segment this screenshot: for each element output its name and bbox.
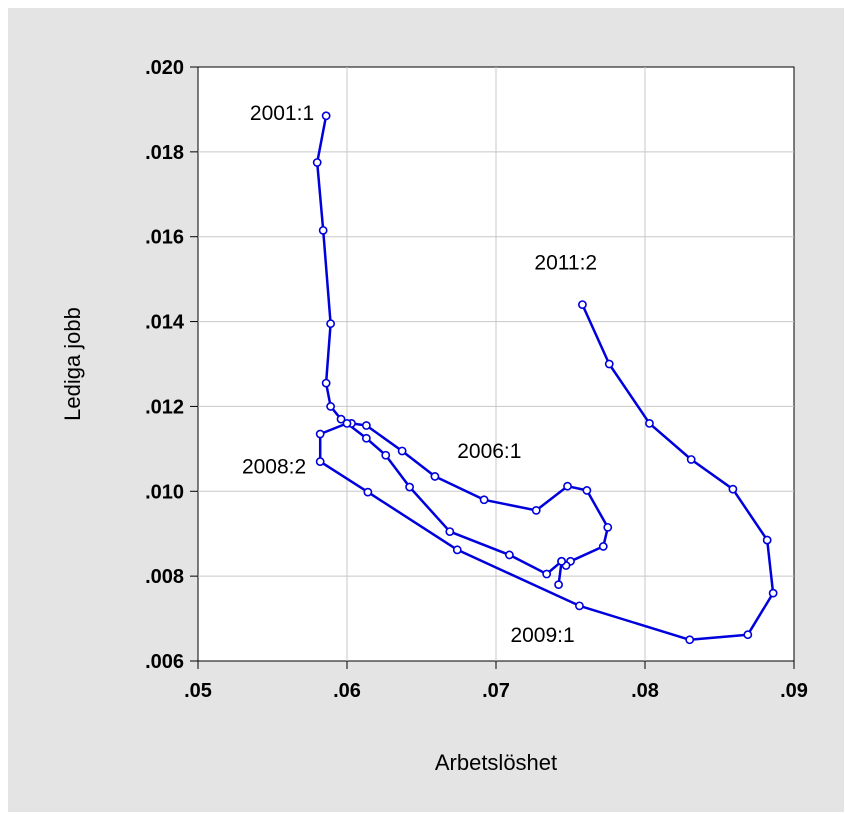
annotation-label: 2001:1 [250,102,314,125]
data-point [728,484,738,494]
data-point [554,580,563,590]
data-point [315,457,325,466]
data-point [321,378,331,388]
y-tick-label: .018 [145,142,184,164]
x-axis-label: Arbetslöshet [435,750,557,775]
data-point [542,569,552,579]
ticks: .05 .06 .07 .08 .09 .006 .008 .010 .012 .014 .016.… [145,57,808,702]
annotation-label: 2006:1 [457,440,521,463]
annotation-label: 2008:2 [242,456,306,479]
x-tick-label: .09 [780,680,808,702]
x-tick-label: .08 [631,680,659,702]
data-point [557,556,566,566]
data-point [768,588,778,598]
data-point [762,535,772,545]
data-point [336,414,346,424]
chart: .05 .06 .07 .08 .09 .006 .008 .010 .012 .014 .016.… [60,57,808,775]
data-point [342,418,352,428]
data-point [361,421,371,430]
data-point [563,481,572,491]
data-point [603,522,613,532]
data-point [685,635,695,645]
annotations: 2001:1 2011:2 2006:1 2008:2 2009:1 [242,102,597,647]
data-point [318,225,328,235]
data-point [604,359,614,369]
x-tick-label: .06 [333,680,361,702]
data-point [575,601,584,611]
y-tick-label: .020 [145,57,184,79]
data-point [445,527,455,536]
data-point [531,505,541,515]
data-point [430,472,440,481]
chart-frame: .05 .06 .07 .08 .09 .006 .008 .010 .012 .014 .016.… [8,8,844,812]
x-tick-label: .05 [184,680,212,702]
data-point [645,418,654,428]
data-point [578,300,587,309]
data-point [312,158,322,167]
data-point [326,319,336,329]
data-point [326,402,336,411]
data-point [505,550,514,560]
annotation-label: 2009:1 [510,624,574,647]
data-point [321,111,331,121]
y-tick-label: .006 [145,651,184,673]
data-point [452,545,462,555]
grid [198,67,794,661]
data-point [381,450,391,460]
y-axis-label: Lediga jobb [60,307,85,421]
annotation-label: 2011:2 [534,252,597,275]
y-tick-label: .014 [145,312,185,334]
data-point [405,482,414,492]
data-point [598,542,608,551]
y-tick-label: .012 [145,396,184,418]
x-tick-label: .07 [482,680,510,702]
series [312,111,778,645]
data-point [397,446,407,456]
data-point [315,429,325,439]
data-point [479,495,489,505]
y-tick-label: .010 [145,481,184,503]
data-point [363,487,373,497]
data-point [686,455,696,464]
y-tick-label: .008 [145,566,184,588]
data-point [582,486,592,495]
data-point [743,630,753,640]
y-tick-label: .016 [145,227,184,249]
data-point [361,433,371,443]
